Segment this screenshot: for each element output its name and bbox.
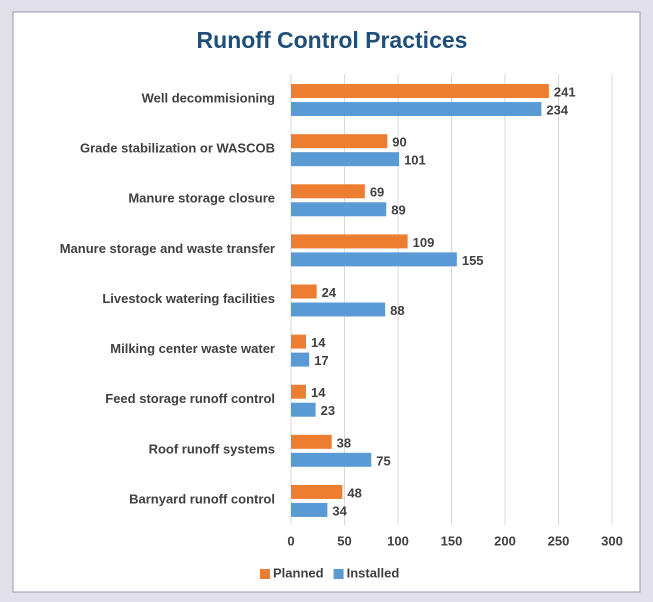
data-label: 109 xyxy=(413,235,435,250)
bar xyxy=(291,102,542,117)
bar xyxy=(291,452,372,467)
x-tick-label: 0 xyxy=(287,533,294,548)
bar xyxy=(291,384,306,399)
data-label: 24 xyxy=(322,285,337,300)
data-label: 101 xyxy=(404,153,426,168)
data-label: 75 xyxy=(376,453,390,468)
bar xyxy=(291,152,400,167)
data-label: 38 xyxy=(337,435,351,450)
bar xyxy=(291,334,306,349)
data-label: 155 xyxy=(462,253,484,268)
x-tick-label: 200 xyxy=(494,533,516,548)
x-tick-label: 50 xyxy=(337,533,351,548)
y-tick-label: Roof runoff systems xyxy=(149,441,275,456)
bar xyxy=(291,352,310,367)
bar xyxy=(291,184,365,199)
y-tick-label: Grade stabilization or WASCOB xyxy=(80,141,275,156)
data-label: 17 xyxy=(314,353,328,368)
bar xyxy=(291,134,388,149)
bar xyxy=(291,202,387,217)
y-tick-label: Feed storage runoff control xyxy=(105,391,275,406)
y-tick-label: Manure storage closure xyxy=(128,191,275,206)
y-tick-label: Milking center waste water xyxy=(110,341,275,356)
data-label: 14 xyxy=(311,335,326,350)
y-tick-label: Barnyard runoff control xyxy=(129,491,275,506)
bar xyxy=(291,84,549,99)
legend-swatch xyxy=(260,569,270,579)
legend-swatch xyxy=(333,569,344,579)
x-tick-label: 250 xyxy=(548,533,570,548)
data-label: 88 xyxy=(390,303,404,318)
bar xyxy=(291,434,332,449)
bar xyxy=(291,284,317,299)
data-label: 23 xyxy=(321,403,335,418)
y-tick-label: Livestock watering facilities xyxy=(102,291,275,306)
data-label: 89 xyxy=(391,203,405,218)
y-tick-label: Well decommisioning xyxy=(142,90,275,105)
x-tick-label: 100 xyxy=(387,533,409,548)
x-tick-label: 150 xyxy=(441,533,463,548)
bar xyxy=(291,484,343,499)
data-label: 69 xyxy=(370,185,384,200)
bar xyxy=(291,402,316,417)
chart-title: Runoff Control Practices xyxy=(197,27,468,53)
bar xyxy=(291,252,457,267)
data-label: 241 xyxy=(554,84,576,99)
y-tick-label: Manure storage and waste transfer xyxy=(60,241,275,256)
bar xyxy=(291,234,408,249)
bar xyxy=(291,502,328,517)
bar xyxy=(291,302,386,317)
legend-label: Installed xyxy=(347,565,400,580)
data-label: 14 xyxy=(311,385,326,400)
data-label: 34 xyxy=(332,503,347,518)
x-tick-label: 300 xyxy=(601,533,623,548)
data-label: 234 xyxy=(546,102,568,117)
data-label: 90 xyxy=(392,135,406,150)
data-label: 48 xyxy=(347,485,361,500)
legend-label: Planned xyxy=(273,565,324,580)
